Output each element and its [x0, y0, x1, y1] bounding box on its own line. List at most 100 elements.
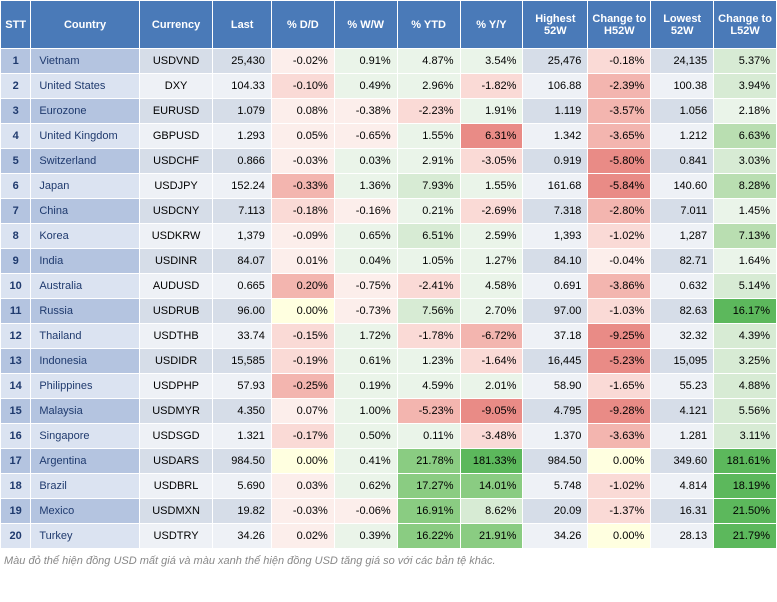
cell: 18.19%	[714, 474, 777, 499]
cell: 1.370	[523, 424, 588, 449]
cell: -3.65%	[588, 124, 651, 149]
cell: 0.03%	[271, 474, 334, 499]
cell: 18	[1, 474, 31, 499]
cell: -1.64%	[460, 349, 523, 374]
cell: 0.03%	[334, 149, 397, 174]
table-row: 12ThailandUSDTHB33.74-0.15%1.72%-1.78%-6…	[1, 324, 777, 349]
cell: -1.37%	[588, 499, 651, 524]
cell: -0.03%	[271, 499, 334, 524]
cell: -0.18%	[271, 199, 334, 224]
cell: 0.691	[523, 274, 588, 299]
cell: 9	[1, 249, 31, 274]
table-row: 11RussiaUSDRUB96.000.00%-0.73%7.56%2.70%…	[1, 299, 777, 324]
cell: 13	[1, 349, 31, 374]
cell: -3.48%	[460, 424, 523, 449]
cell: -2.41%	[397, 274, 460, 299]
cell: 0.841	[651, 149, 714, 174]
cell: -0.73%	[334, 299, 397, 324]
cell: 1.05%	[397, 249, 460, 274]
cell: -9.25%	[588, 324, 651, 349]
cell: 140.60	[651, 174, 714, 199]
cell: -0.04%	[588, 249, 651, 274]
table-row: 3EurozoneEURUSD1.0790.08%-0.38%-2.23%1.9…	[1, 99, 777, 124]
cell: 84.10	[523, 249, 588, 274]
cell: 2.01%	[460, 374, 523, 399]
cell: 6.51%	[397, 224, 460, 249]
table-row: 13IndonesiaUSDIDR15,585-0.19%0.61%1.23%-…	[1, 349, 777, 374]
cell: 181.61%	[714, 449, 777, 474]
cell: USDMYR	[139, 399, 213, 424]
table-row: 8KoreaUSDKRW1,379-0.09%0.65%6.51%2.59%1,…	[1, 224, 777, 249]
cell: 4.121	[651, 399, 714, 424]
cell: 984.50	[523, 449, 588, 474]
cell: 2.96%	[397, 74, 460, 99]
cell: 7	[1, 199, 31, 224]
cell: 10	[1, 274, 31, 299]
cell: 1.64%	[714, 249, 777, 274]
cell: 1.91%	[460, 99, 523, 124]
cell: 19.82	[213, 499, 272, 524]
cell: 0.11%	[397, 424, 460, 449]
cell: USDARS	[139, 449, 213, 474]
cell: 11	[1, 299, 31, 324]
cell: 8.28%	[714, 174, 777, 199]
cell: 4.39%	[714, 324, 777, 349]
cell: 28.13	[651, 524, 714, 549]
cell: -0.15%	[271, 324, 334, 349]
table-row: 1VietnamUSDVND25,430-0.02%0.91%4.87%3.54…	[1, 49, 777, 74]
cell: 0.61%	[334, 349, 397, 374]
cell: Mexico	[31, 499, 139, 524]
cell: 0.41%	[334, 449, 397, 474]
cell: USDJPY	[139, 174, 213, 199]
cell: Russia	[31, 299, 139, 324]
cell: -1.78%	[397, 324, 460, 349]
cell: 16.17%	[714, 299, 777, 324]
cell: -2.39%	[588, 74, 651, 99]
cell: 5	[1, 149, 31, 174]
cell: 1.55%	[397, 124, 460, 149]
col-h52: Highest 52W	[523, 1, 588, 49]
cell: 0.65%	[334, 224, 397, 249]
cell: -3.86%	[588, 274, 651, 299]
cell: 1.293	[213, 124, 272, 149]
cell: -0.10%	[271, 74, 334, 99]
cell: 0.00%	[588, 524, 651, 549]
cell: 0.00%	[588, 449, 651, 474]
table-row: 9IndiaUSDINR84.070.01%0.04%1.05%1.27%84.…	[1, 249, 777, 274]
cell: Switzerland	[31, 149, 139, 174]
cell: 84.07	[213, 249, 272, 274]
cell: USDTHB	[139, 324, 213, 349]
cell: 984.50	[213, 449, 272, 474]
cell: 4.58%	[460, 274, 523, 299]
cell: 34.26	[523, 524, 588, 549]
cell: 152.24	[213, 174, 272, 199]
cell: 16.91%	[397, 499, 460, 524]
cell: 16.31	[651, 499, 714, 524]
cell: -0.25%	[271, 374, 334, 399]
cell: 0.665	[213, 274, 272, 299]
cell: 55.23	[651, 374, 714, 399]
cell: -1.82%	[460, 74, 523, 99]
cell: -2.23%	[397, 99, 460, 124]
cell: -5.23%	[588, 349, 651, 374]
cell: 8.62%	[460, 499, 523, 524]
cell: Turkey	[31, 524, 139, 549]
cell: 0.01%	[271, 249, 334, 274]
cell: 2.70%	[460, 299, 523, 324]
cell: Korea	[31, 224, 139, 249]
table-row: 16SingaporeUSDSGD1.321-0.17%0.50%0.11%-3…	[1, 424, 777, 449]
table-row: 10AustraliaAUDUSD0.6650.20%-0.75%-2.41%4…	[1, 274, 777, 299]
cell: Brazil	[31, 474, 139, 499]
cell: India	[31, 249, 139, 274]
cell: -2.80%	[588, 199, 651, 224]
cell: 104.33	[213, 74, 272, 99]
cell: 15	[1, 399, 31, 424]
cell: 5.690	[213, 474, 272, 499]
table-row: 15MalaysiaUSDMYR4.3500.07%1.00%-5.23%-9.…	[1, 399, 777, 424]
cell: -3.57%	[588, 99, 651, 124]
cell: 82.63	[651, 299, 714, 324]
cell: -1.03%	[588, 299, 651, 324]
cell: 0.20%	[271, 274, 334, 299]
cell: -0.16%	[334, 199, 397, 224]
cell: 0.21%	[397, 199, 460, 224]
